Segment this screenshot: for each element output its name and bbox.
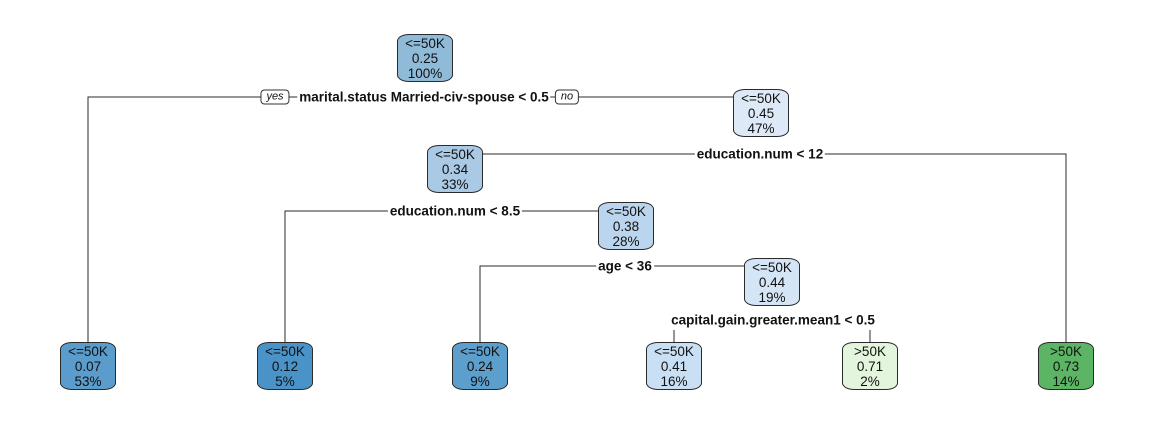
node-percentage: 33% — [441, 176, 469, 192]
node-class: <=50K — [265, 343, 305, 359]
node-probability: 0.07 — [74, 358, 102, 374]
tree-edge — [673, 330, 871, 342]
node-percentage: 53% — [74, 373, 102, 389]
tree-node: <=50K 0.44 19% — [744, 258, 800, 306]
node-probability: 0.34 — [441, 161, 469, 177]
node-probability: 0.73 — [1052, 358, 1080, 374]
node-class: <=50K — [752, 259, 792, 275]
node-probability: 0.38 — [612, 218, 640, 234]
split-label: education.num < 8.5 — [387, 203, 523, 219]
tree-node: <=50K 0.25 100% — [397, 34, 453, 82]
node-percentage: 100% — [407, 65, 443, 81]
node-probability: 0.41 — [660, 358, 688, 374]
tree-node: <=50K 0.24 9% — [452, 342, 508, 390]
node-probability: 0.12 — [271, 358, 299, 374]
tree-node: >50K 0.71 2% — [842, 342, 898, 390]
node-class: >50K — [1050, 343, 1082, 359]
tree-node: >50K 0.73 14% — [1038, 342, 1094, 390]
node-probability: 0.45 — [747, 105, 775, 121]
tree-edge — [284, 202, 627, 342]
node-percentage: 19% — [758, 289, 786, 305]
tree-node: <=50K 0.34 33% — [427, 145, 483, 193]
node-class: <=50K — [405, 35, 445, 51]
tree-node: <=50K 0.12 5% — [257, 342, 313, 390]
split-label: education.num < 12 — [694, 146, 826, 162]
node-class: <=50K — [654, 343, 694, 359]
node-percentage: 2% — [860, 373, 880, 389]
tree-edges — [87, 89, 1067, 342]
tree-node: <=50K 0.38 28% — [598, 202, 654, 250]
node-percentage: 14% — [1052, 373, 1080, 389]
split-label: age < 36 — [596, 258, 654, 274]
node-percentage: 16% — [660, 373, 688, 389]
tree-node: <=50K 0.07 53% — [60, 342, 116, 390]
node-class: <=50K — [460, 343, 500, 359]
tree-node: <=50K 0.45 47% — [733, 89, 789, 137]
tree-node: <=50K 0.41 16% — [646, 342, 702, 390]
yes-tag: yes — [260, 89, 290, 105]
node-class: <=50K — [435, 146, 475, 162]
node-percentage: 9% — [470, 373, 490, 389]
node-class: <=50K — [741, 90, 781, 106]
node-class: <=50K — [606, 203, 646, 219]
node-percentage: 5% — [275, 373, 295, 389]
node-probability: 0.71 — [856, 358, 884, 374]
node-probability: 0.24 — [466, 358, 494, 374]
node-percentage: 47% — [747, 120, 775, 136]
node-percentage: 28% — [612, 233, 640, 249]
no-tag: no — [554, 89, 580, 105]
split-label: capital.gain.greater.mean1 < 0.5 — [669, 312, 877, 328]
node-class: >50K — [854, 343, 886, 359]
node-probability: 0.44 — [758, 274, 786, 290]
split-label: marital.status Married-civ-spouse < 0.5 — [297, 89, 551, 105]
node-class: <=50K — [68, 343, 108, 359]
node-probability: 0.25 — [411, 50, 439, 66]
